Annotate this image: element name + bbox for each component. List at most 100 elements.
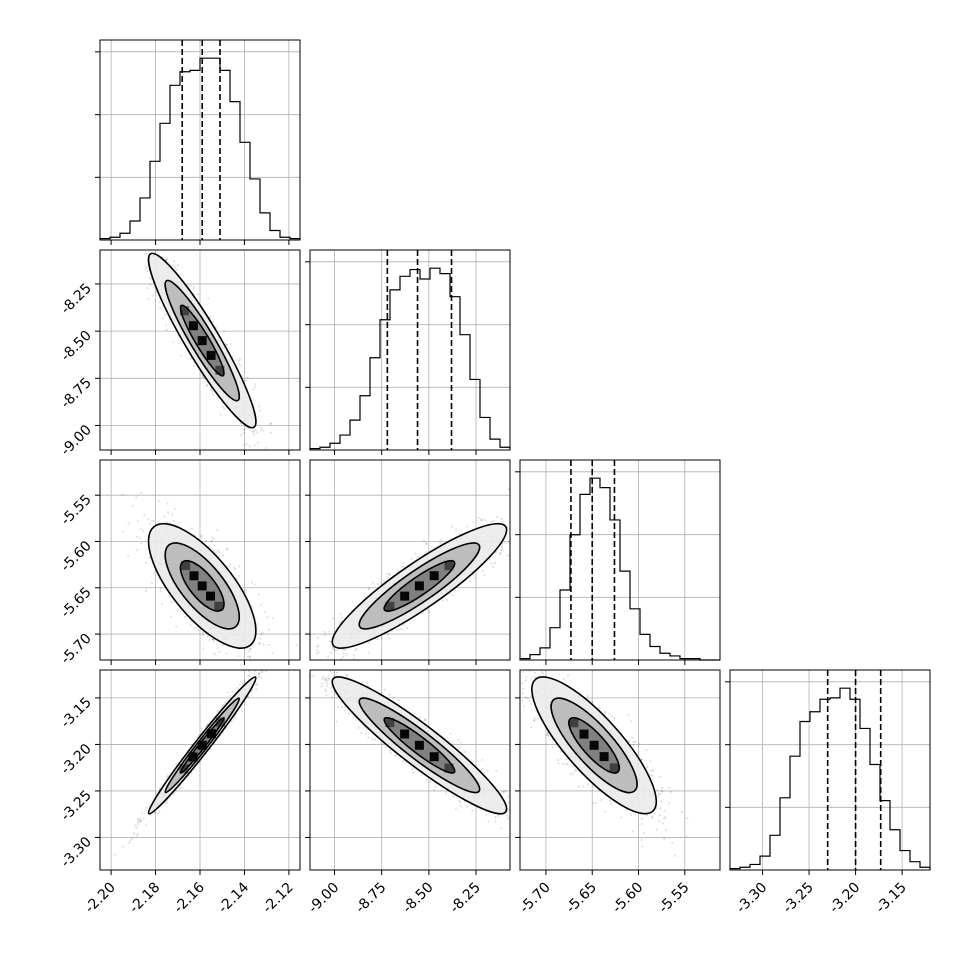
sample-point: [179, 354, 182, 357]
sample-point: [258, 642, 262, 645]
sample-point: [428, 611, 431, 614]
sample-point: [211, 320, 215, 323]
sample-point: [267, 643, 270, 647]
sample-point: [258, 405, 261, 408]
sample-point: [259, 409, 262, 412]
sample-point: [259, 603, 263, 607]
sample-point: [192, 287, 195, 290]
sample-point: [488, 558, 491, 561]
sample-point: [327, 630, 330, 633]
sample-point: [144, 589, 148, 592]
density-cell-2-1: [400, 591, 410, 601]
sample-point: [171, 513, 174, 516]
panel-frame-1-1: [309, 249, 511, 451]
sample-point: [248, 445, 251, 448]
sample-point: [251, 430, 254, 433]
sample-point: [440, 538, 443, 541]
sample-point: [213, 653, 216, 656]
sample-point: [399, 627, 402, 630]
sample-point: [493, 561, 496, 565]
sample-point: [253, 385, 257, 388]
sample-point: [243, 428, 246, 431]
sample-point: [201, 375, 204, 378]
sample-point: [172, 519, 175, 523]
sample-point: [177, 263, 180, 267]
sample-point: [371, 581, 374, 584]
sample-point: [141, 812, 144, 815]
sample-point: [353, 649, 357, 652]
sample-point: [159, 590, 162, 593]
sample-point: [225, 343, 228, 346]
sample-point: [252, 388, 255, 391]
params.1.ticks.3: -8.25: [58, 280, 95, 317]
sample-point: [451, 594, 454, 597]
density-cell-1-0: [188, 321, 198, 331]
sample-point: [386, 572, 389, 575]
sample-point: [178, 342, 181, 345]
sample-point: [367, 641, 370, 644]
sample-point: [368, 587, 371, 590]
params.2.ticks.3: -5.55: [58, 492, 95, 529]
sample-point: [216, 647, 219, 650]
density-cell-2-0: [206, 591, 215, 601]
sample-point: [196, 293, 200, 296]
sample-point: [327, 655, 330, 658]
sample-point: [490, 520, 493, 523]
sample-point: [210, 540, 213, 543]
sample-point: [200, 536, 203, 539]
sample-point: [334, 649, 337, 652]
sample-point: [245, 442, 248, 446]
sample-point: [146, 286, 149, 290]
panel-2-1: [305, 459, 511, 665]
sample-point: [148, 276, 151, 279]
sample-point: [225, 652, 228, 655]
sample-point: [210, 388, 213, 392]
sample-point: [328, 640, 331, 643]
sample-point: [317, 651, 320, 654]
sample-point: [193, 627, 196, 630]
sample-point: [212, 393, 215, 396]
sample-point: [145, 809, 148, 813]
sample-point: [213, 538, 216, 541]
sample-point: [135, 496, 138, 499]
sample-point: [212, 549, 216, 552]
params.1.ticks.1: -8.75: [58, 375, 95, 412]
sample-point: [178, 521, 181, 524]
sample-point: [367, 651, 370, 654]
sample-point: [218, 650, 221, 653]
sample-point: [262, 429, 265, 432]
sample-point: [257, 593, 260, 596]
sample-point: [500, 517, 503, 521]
sample-point: [223, 407, 226, 410]
panel-frame-0-0: [99, 39, 301, 241]
sample-point: [159, 307, 162, 310]
sample-point: [396, 569, 399, 572]
density-cell-2-1: [414, 581, 424, 591]
sample-point: [122, 530, 125, 533]
sample-point: [129, 839, 132, 842]
density-cell-2-1: [429, 571, 439, 581]
sample-point: [176, 268, 179, 271]
sample-point: [190, 284, 193, 287]
sample-point: [316, 648, 319, 652]
sample-point: [271, 617, 274, 620]
sample-point: [340, 616, 343, 620]
sample-point: [316, 645, 319, 648]
sample-point: [265, 446, 268, 449]
sample-point: [229, 563, 232, 566]
sample-point: [256, 431, 259, 434]
sample-point: [211, 536, 214, 539]
sample-point: [250, 581, 253, 584]
sample-point: [221, 405, 224, 408]
sample-point: [243, 431, 246, 434]
sample-point: [228, 565, 231, 568]
sample-point: [151, 294, 154, 297]
sample-point: [161, 317, 165, 320]
sample-point: [148, 522, 151, 525]
sample-point: [190, 527, 193, 530]
sample-point: [236, 687, 239, 690]
sample-point: [255, 687, 258, 690]
density-cell-1-0: [197, 336, 207, 346]
sample-point: [353, 657, 356, 660]
